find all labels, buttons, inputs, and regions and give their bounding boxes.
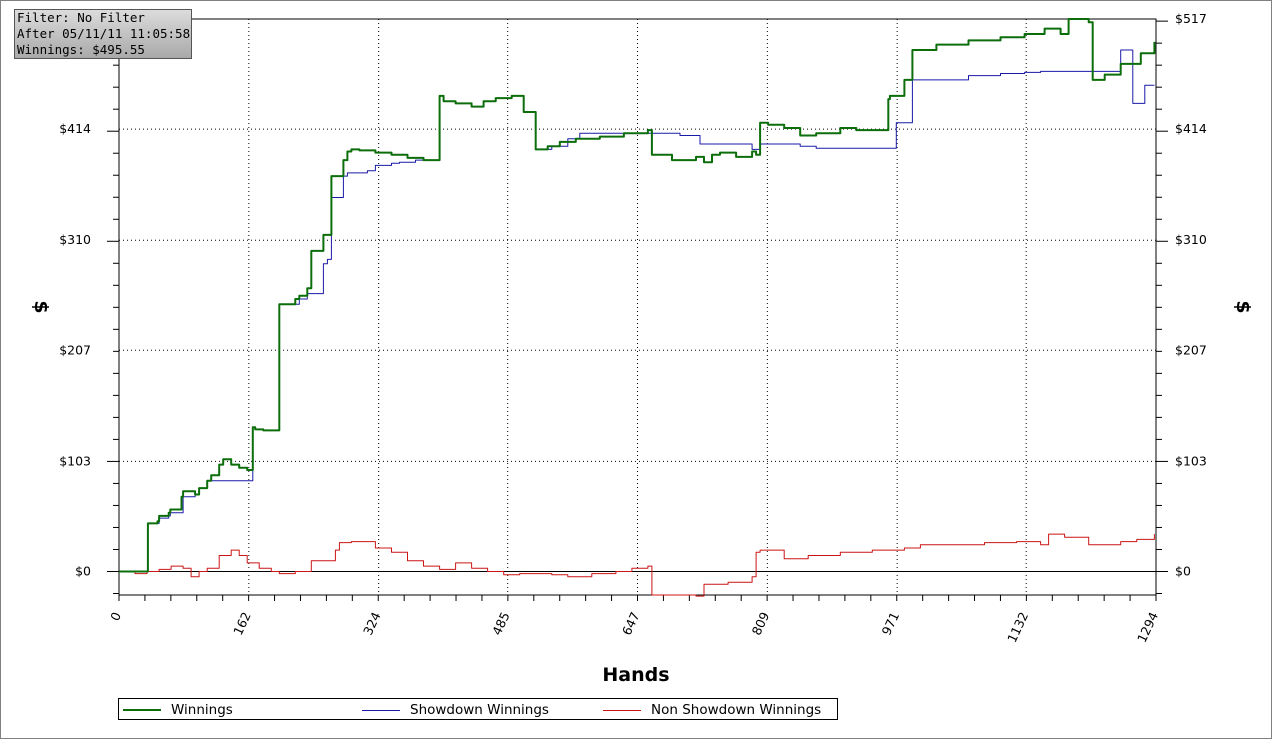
legend: Winnings Showdown Winnings Non Showdown …	[118, 698, 838, 720]
y-tick-label-right: $517	[1175, 11, 1207, 26]
x-tick-label: 971	[879, 610, 903, 638]
info-box: Filter: No Filter After 05/11/11 11:05:5…	[14, 9, 192, 59]
legend-item-non-showdown: Non Showdown Winnings	[603, 701, 821, 719]
series-lines	[119, 18, 1156, 597]
y-axis-title-right: $	[1232, 300, 1254, 313]
series-winnings-line	[119, 18, 1156, 573]
legend-swatch-non-showdown	[603, 709, 641, 711]
axes	[107, 18, 1168, 601]
x-tick-label: 324	[360, 610, 384, 638]
x-tick-label: 1132	[1004, 610, 1031, 645]
y-tick-label-right: $0	[1175, 563, 1191, 578]
legend-label-non-showdown: Non Showdown Winnings	[651, 702, 822, 718]
after-date-text: After 05/11/11 11:05:58	[17, 26, 191, 41]
y-axis-title-left: $	[30, 300, 52, 313]
x-tick-label: 1294	[1134, 610, 1161, 645]
legend-label-winnings: Winnings	[171, 702, 233, 718]
grid	[119, 19, 1156, 595]
legend-swatch-showdown	[362, 709, 400, 711]
filter-text: Filter: No Filter	[17, 10, 145, 25]
y-tick-label-left: $0	[75, 563, 91, 578]
x-axis-title: Hands	[602, 664, 669, 686]
legend-swatch-winnings	[123, 709, 161, 711]
legend-item-winnings: Winnings	[123, 701, 233, 719]
x-tick-label: 485	[489, 610, 513, 638]
y-tick-label-left: $414	[59, 121, 91, 136]
y-tick-label-left: $207	[59, 342, 91, 357]
legend-label-showdown: Showdown Winnings	[410, 702, 549, 718]
winnings-total-text: Winnings: $495.55	[17, 42, 145, 57]
x-tick-label: 647	[619, 610, 643, 638]
y-tick-label-right: $414	[1175, 121, 1207, 136]
series-non-showdown-line	[119, 533, 1155, 597]
y-tick-label-right: $103	[1175, 453, 1207, 468]
y-tick-label-right: $207	[1175, 342, 1207, 357]
x-tick-label: 162	[230, 610, 254, 638]
y-tick-label-right: $310	[1175, 232, 1207, 247]
x-tick-label: 809	[749, 610, 773, 638]
legend-item-showdown: Showdown Winnings	[362, 701, 549, 719]
y-tick-label-left: $103	[59, 453, 91, 468]
series-showdown-line	[119, 49, 1155, 572]
x-tick-label: 0	[107, 610, 124, 624]
y-tick-label-left: $310	[59, 232, 91, 247]
